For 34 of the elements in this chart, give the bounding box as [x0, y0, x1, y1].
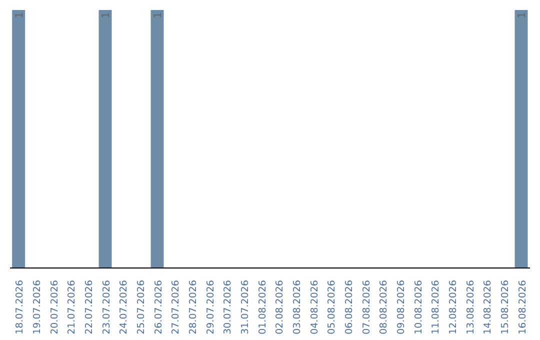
- x-tick-label: 26.07.2026: [153, 280, 164, 334]
- data-label: 1: [14, 12, 26, 18]
- x-tick-label: 06.08.2026: [344, 280, 355, 334]
- x-tick-label: 09.08.2026: [396, 280, 407, 334]
- data-label: 1: [517, 12, 528, 18]
- x-tick-label: 12.08.2026: [448, 280, 459, 334]
- x-tick-label: 10.08.2026: [413, 280, 424, 334]
- x-tick-label: 19.07.2026: [32, 280, 43, 334]
- x-tick-label: 15.08.2026: [500, 280, 511, 334]
- x-tick-label: 03.08.2026: [292, 280, 303, 334]
- x-tick-label: 27.07.2026: [170, 280, 182, 334]
- x-tick-label: 28.07.2026: [188, 280, 199, 334]
- x-tick-label: 13.08.2026: [465, 280, 476, 334]
- x-tick-label: 24.07.2026: [118, 280, 130, 334]
- x-tick-label: 05.08.2026: [326, 280, 338, 334]
- data-label: 1: [101, 12, 112, 18]
- x-tick-label: 08.08.2026: [378, 280, 390, 334]
- x-tick-label: 31.07.2026: [240, 280, 251, 334]
- x-tick-label: 20.07.2026: [49, 280, 60, 334]
- x-tick-label: 14.08.2026: [482, 280, 494, 334]
- x-tick-label: 11.08.2026: [430, 280, 442, 334]
- x-tick-label: 25.07.2026: [136, 280, 147, 334]
- x-tick-label: 16.08.2026: [517, 280, 528, 334]
- x-tick-label: 04.08.2026: [309, 280, 320, 334]
- x-tick-label: 29.07.2026: [205, 280, 216, 334]
- x-tick-label: 21.07.2026: [66, 280, 78, 334]
- x-tick-label: 30.07.2026: [222, 280, 234, 334]
- data-label: 1: [153, 12, 164, 18]
- x-tick-label: 23.07.2026: [101, 280, 112, 334]
- x-tick-label: 22.07.2026: [84, 280, 95, 334]
- x-tick-label: 07.08.2026: [361, 280, 372, 334]
- x-tick-label: 18.07.2026: [14, 280, 26, 334]
- x-tick-label: 01.08.2026: [257, 280, 268, 334]
- x-tick-label: 02.08.2026: [274, 280, 286, 334]
